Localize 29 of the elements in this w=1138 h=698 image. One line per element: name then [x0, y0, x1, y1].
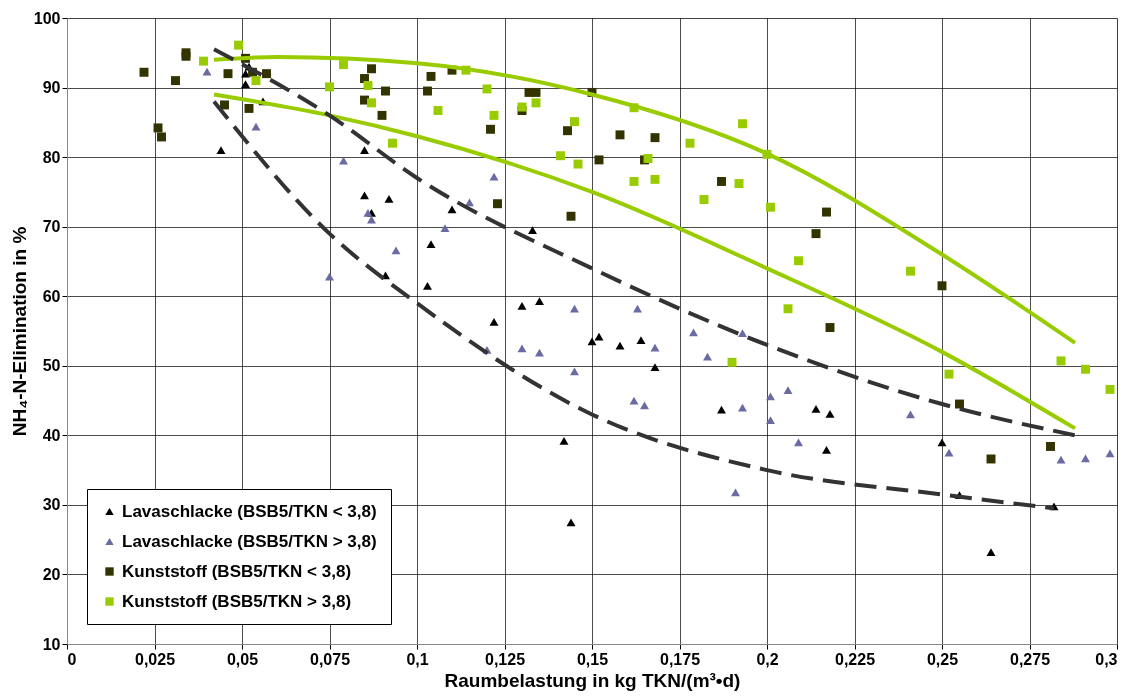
- y-tick-label: 90: [42, 79, 61, 97]
- x-tick-label: 0,3: [1095, 650, 1118, 668]
- y-tick-label: 60: [42, 287, 61, 305]
- legend-label: Lavaschlacke (BSB5/TKN > 3,8): [122, 531, 377, 551]
- y-tick-label: 30: [42, 496, 61, 514]
- legend-label: Kunststoff (BSB5/TKN < 3,8): [122, 561, 352, 581]
- y-tick-label: 10: [42, 635, 61, 653]
- y-tick-label: 20: [42, 565, 61, 583]
- y-tick-label: 80: [42, 148, 61, 166]
- x-tick-label: 0,25: [926, 650, 959, 668]
- x-axis-title: Raumbelastung in kg TKN/(m³•d): [444, 669, 741, 691]
- x-tick-label: 0,125: [484, 650, 526, 668]
- y-tick-label: 70: [42, 218, 61, 236]
- x-tick-label: 0: [67, 650, 77, 668]
- y-axis-title: NH₄-N-Elimination in %: [8, 226, 30, 437]
- x-tick-label: 0,225: [834, 650, 876, 668]
- y-tick-label: 50: [42, 357, 61, 375]
- x-tick-label: 0,025: [134, 650, 176, 668]
- legend-label: Lavaschlacke (BSB5/TKN < 3,8): [122, 501, 377, 521]
- x-tick-label: 0,05: [226, 650, 259, 668]
- x-tick-label: 0,2: [756, 650, 779, 668]
- y-tick-label: 40: [42, 426, 61, 444]
- y-tick-label: 100: [33, 9, 61, 27]
- x-tick-label: 0,275: [1009, 650, 1051, 668]
- x-tick-label: 0,075: [309, 650, 351, 668]
- x-tick-label: 0,175: [659, 650, 701, 668]
- x-tick-label: 0,15: [576, 650, 609, 668]
- x-tick-label: 0,1: [406, 650, 429, 668]
- legend-label: Kunststoff (BSB5/TKN > 3,8): [122, 591, 352, 611]
